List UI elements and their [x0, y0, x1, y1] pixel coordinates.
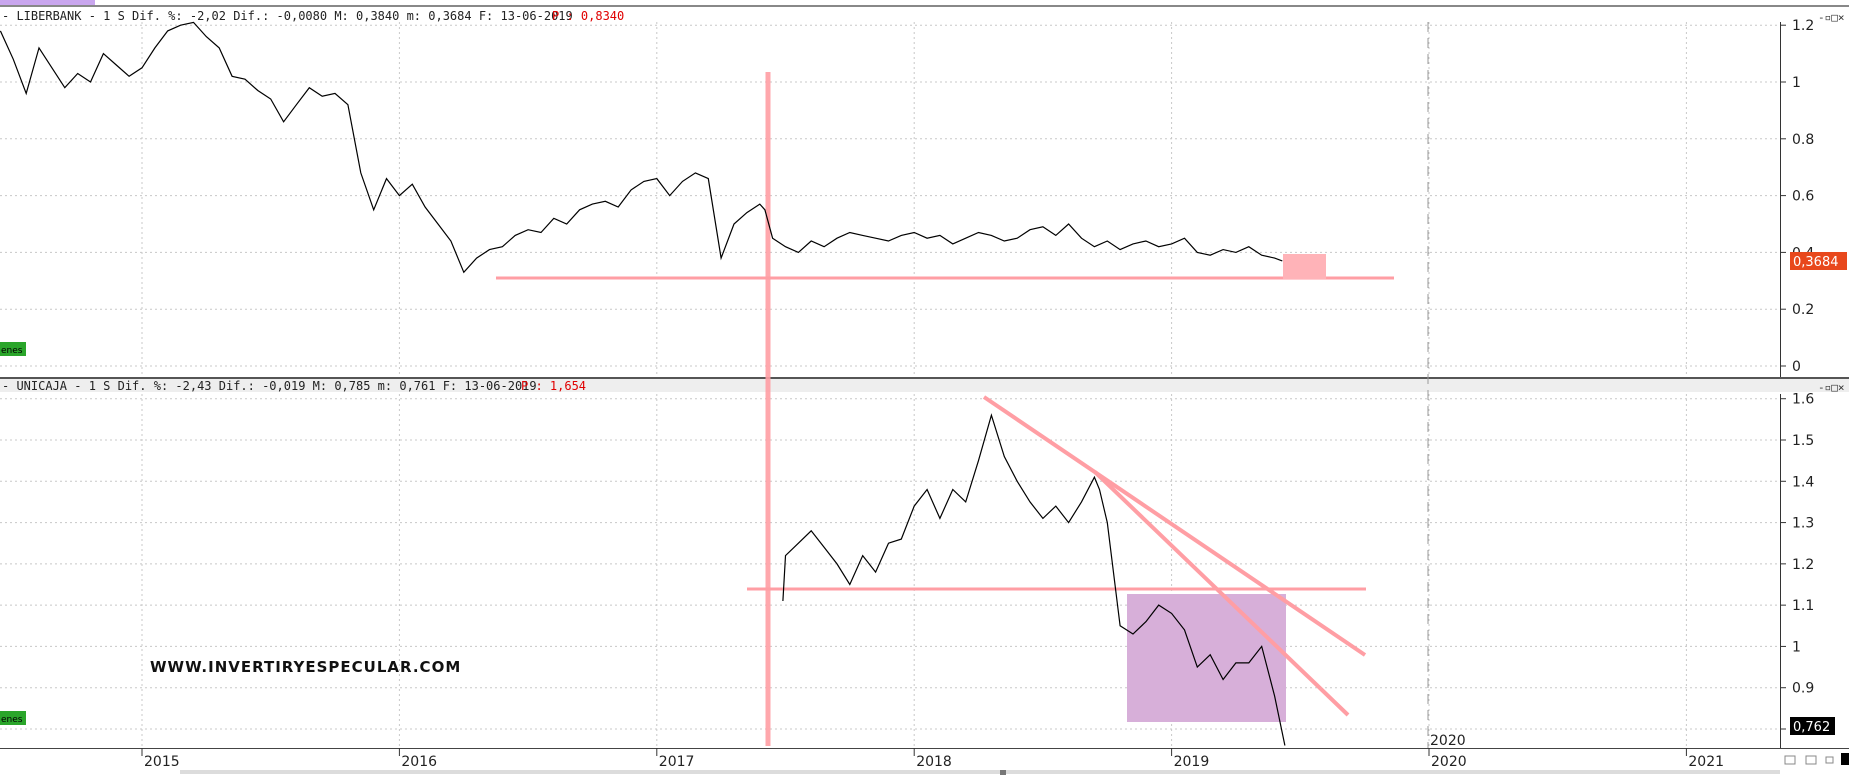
x-tick-label-6: 2021	[1688, 754, 1724, 770]
top-header-prev-close: P : 0,8340	[552, 9, 624, 23]
site-watermark: WWW.INVERTIRYESPECULAR.COM	[150, 658, 461, 676]
top-volume-tag[interactable]: enes	[0, 342, 26, 356]
x-tick-label-1: 2016	[401, 754, 437, 770]
x-axis-line	[0, 748, 1849, 749]
top-header-info: - LIBERBANK - 1 S Dif. %: -2,02 Dif.: -0…	[2, 9, 573, 23]
top-y-tick-label-6: 1.2	[1792, 18, 1814, 34]
bottom-header-info: - UNICAJA - 1 S Dif. %: -2,43 Dif.: -0,0…	[2, 379, 537, 393]
top-tab-strip[interactable]	[0, 0, 95, 5]
x-tick-label-4: 2019	[1174, 754, 1210, 770]
top-y-tick-label-5: 1	[1792, 75, 1801, 91]
bottom-y-tick-label-2: 0.9	[1792, 681, 1814, 697]
top-grid	[0, 22, 1780, 377]
top-window-controls[interactable]: -▫□×	[1818, 11, 1845, 24]
bottom-y-axis: 0.80.911.11.21.31.41.51.6	[1780, 392, 1814, 738]
top-y-tick-label-4: 0.8	[1792, 132, 1814, 148]
liberbank-price-line	[0, 21, 1283, 274]
x-tick-label-0: 2015	[144, 754, 180, 770]
bottom-y-tick-label-3: 1	[1792, 639, 1801, 655]
top-y-tick-label-1: 0.2	[1792, 302, 1814, 318]
top-last-value: 0,3684	[1793, 255, 1839, 270]
unicaja-price-line	[782, 413, 1286, 746]
projection-box-top	[1283, 254, 1326, 279]
bottom-grid	[0, 394, 1780, 748]
downtrend-line-2	[1093, 470, 1350, 717]
top-frame-line	[0, 5, 1849, 7]
bottom-last-value-badge: 0,762	[1790, 717, 1835, 735]
bottom-y-tick-label-5: 1.2	[1792, 557, 1814, 573]
bottom-panel-header: - UNICAJA - 1 S Dif. %: -2,43 Dif.: -0,0…	[2, 379, 586, 393]
top-y-tick-label-0: 0	[1792, 359, 1801, 375]
bottom-volume-tag-label: enes	[1, 715, 23, 725]
top-y-axis: 00.20.40.60.811.2	[1780, 18, 1814, 375]
panel-divider	[0, 377, 1849, 379]
top-y-tick-label-3: 0.6	[1792, 189, 1814, 205]
panel-divider-shade	[0, 379, 1849, 392]
bottom-volume-tag[interactable]: enes	[0, 711, 26, 725]
x-tick-label-2: 2017	[659, 754, 695, 770]
top-last-value-badge: 0,3684	[1790, 252, 1847, 270]
x-axis: 2015 2016 2017 2018 2019 2020 2021	[141, 748, 1724, 770]
downtrend-line-1	[982, 395, 1367, 657]
top-panel-header: - LIBERBANK - 1 S Dif. %: -2,02 Dif.: -0…	[2, 9, 624, 23]
bottom-header-prev-close: P : 1,654	[521, 379, 586, 393]
bottom-window-controls[interactable]: -▫□×	[1818, 381, 1845, 394]
bottom-y-tick-label-8: 1.5	[1792, 433, 1814, 449]
bottom-y-tick-label-4: 1.1	[1792, 598, 1814, 614]
status-icons[interactable]	[1784, 753, 1849, 765]
bottom-y-tick-label-6: 1.3	[1792, 516, 1814, 532]
year-marker-2020: 2020	[1430, 733, 1466, 749]
bottom-axis-border	[1780, 394, 1781, 748]
top-volume-tag-label: enes	[1, 346, 23, 356]
bottom-y-tick-label-7: 1.4	[1792, 474, 1814, 490]
horizontal-scrollbar[interactable]	[180, 770, 1780, 774]
x-tick-label-5: 2020	[1431, 754, 1467, 770]
top-axis-border	[1780, 22, 1781, 377]
x-tick-label-3: 2018	[916, 754, 952, 770]
scrollbar-thumb[interactable]	[1000, 770, 1006, 775]
bottom-last-value: 0,762	[1793, 720, 1830, 735]
bottom-y-tick-label-9: 1.6	[1792, 392, 1814, 408]
